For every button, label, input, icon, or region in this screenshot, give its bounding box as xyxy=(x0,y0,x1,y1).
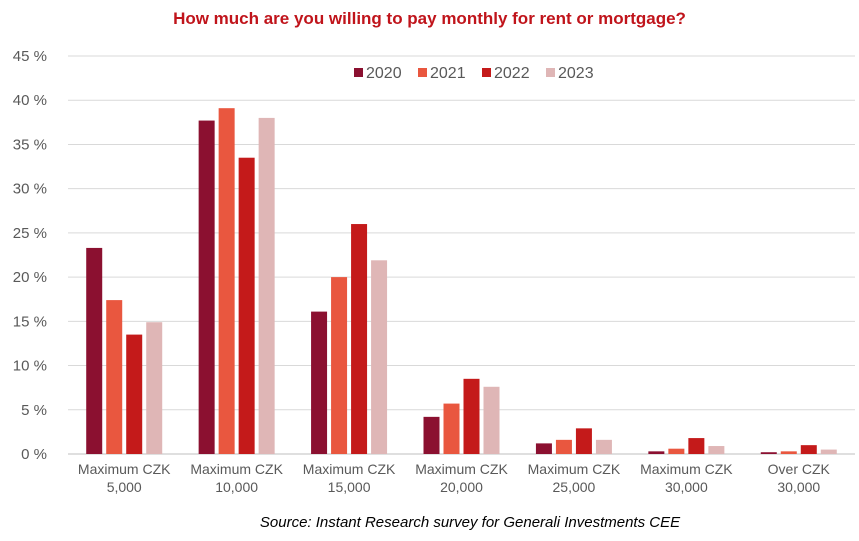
legend-swatch-2023 xyxy=(546,68,555,77)
y-tick-label: 25 % xyxy=(13,225,47,242)
bar-2023 xyxy=(258,117,275,455)
legend-label-2020: 2020 xyxy=(366,65,402,82)
x-tick-label: 30,000 xyxy=(665,479,708,495)
x-tick-label: 25,000 xyxy=(553,479,596,495)
y-tick-label: 0 % xyxy=(21,446,47,463)
bar-2021 xyxy=(668,448,685,454)
legend-label-2023: 2023 xyxy=(558,65,594,82)
x-tick-label: Maximum CZK xyxy=(303,461,396,477)
bar-2022 xyxy=(688,438,705,454)
x-tick-label: 10,000 xyxy=(215,479,258,495)
x-tick-label: 20,000 xyxy=(440,479,483,495)
legend-swatch-2021 xyxy=(418,68,427,77)
bar-2021 xyxy=(106,300,123,454)
x-tick-label: 15,000 xyxy=(328,479,371,495)
bar-2023 xyxy=(146,322,163,454)
legend-swatch-2022 xyxy=(482,68,491,77)
bar-2023 xyxy=(820,449,837,454)
y-tick-label: 15 % xyxy=(13,313,47,330)
chart-title: How much are you willing to pay monthly … xyxy=(173,9,686,28)
bar-2020 xyxy=(86,247,103,454)
legend-label-2022: 2022 xyxy=(494,65,530,82)
source-note: Source: Instant Research survey for Gene… xyxy=(259,514,681,531)
legend-label-2021: 2021 xyxy=(430,65,466,82)
y-tick-label: 45 % xyxy=(13,48,47,65)
x-tick-label: Maximum CZK xyxy=(528,461,621,477)
bar-2023 xyxy=(595,439,612,454)
y-tick-label: 10 % xyxy=(13,358,47,375)
bar-2022 xyxy=(238,157,255,454)
y-tick-label: 5 % xyxy=(21,402,47,419)
x-tick-label: Maximum CZK xyxy=(415,461,508,477)
bar-2022 xyxy=(575,428,592,454)
bar-2022 xyxy=(463,378,480,454)
bar-2021 xyxy=(218,108,235,454)
x-tick-label: Maximum CZK xyxy=(78,461,171,477)
legend-swatch-2020 xyxy=(354,68,363,77)
bar-2021 xyxy=(443,403,460,454)
bar-2020 xyxy=(760,452,777,454)
bar-2021 xyxy=(780,451,797,454)
x-tick-label: Over CZK xyxy=(768,461,831,477)
bar-2020 xyxy=(198,120,215,454)
y-tick-label: 35 % xyxy=(13,136,47,153)
y-tick-label: 30 % xyxy=(13,181,47,198)
bar-2021 xyxy=(555,439,572,454)
bar-2020 xyxy=(648,451,665,454)
bar-2022 xyxy=(351,224,368,454)
bar-2023 xyxy=(708,446,725,454)
bar-2023 xyxy=(371,260,388,454)
bar-2021 xyxy=(331,277,348,454)
y-tick-label: 40 % xyxy=(13,92,47,109)
x-tick-label: Maximum CZK xyxy=(190,461,283,477)
x-tick-label: 30,000 xyxy=(777,479,820,495)
bar-2022 xyxy=(126,334,143,454)
y-tick-label: 20 % xyxy=(13,269,47,286)
bar-2020 xyxy=(535,443,552,454)
x-tick-label: Maximum CZK xyxy=(640,461,733,477)
bar-2020 xyxy=(311,311,328,454)
bar-2022 xyxy=(800,445,817,454)
bar-2020 xyxy=(423,416,440,454)
x-tick-label: 5,000 xyxy=(107,479,142,495)
bar-2023 xyxy=(483,386,500,454)
